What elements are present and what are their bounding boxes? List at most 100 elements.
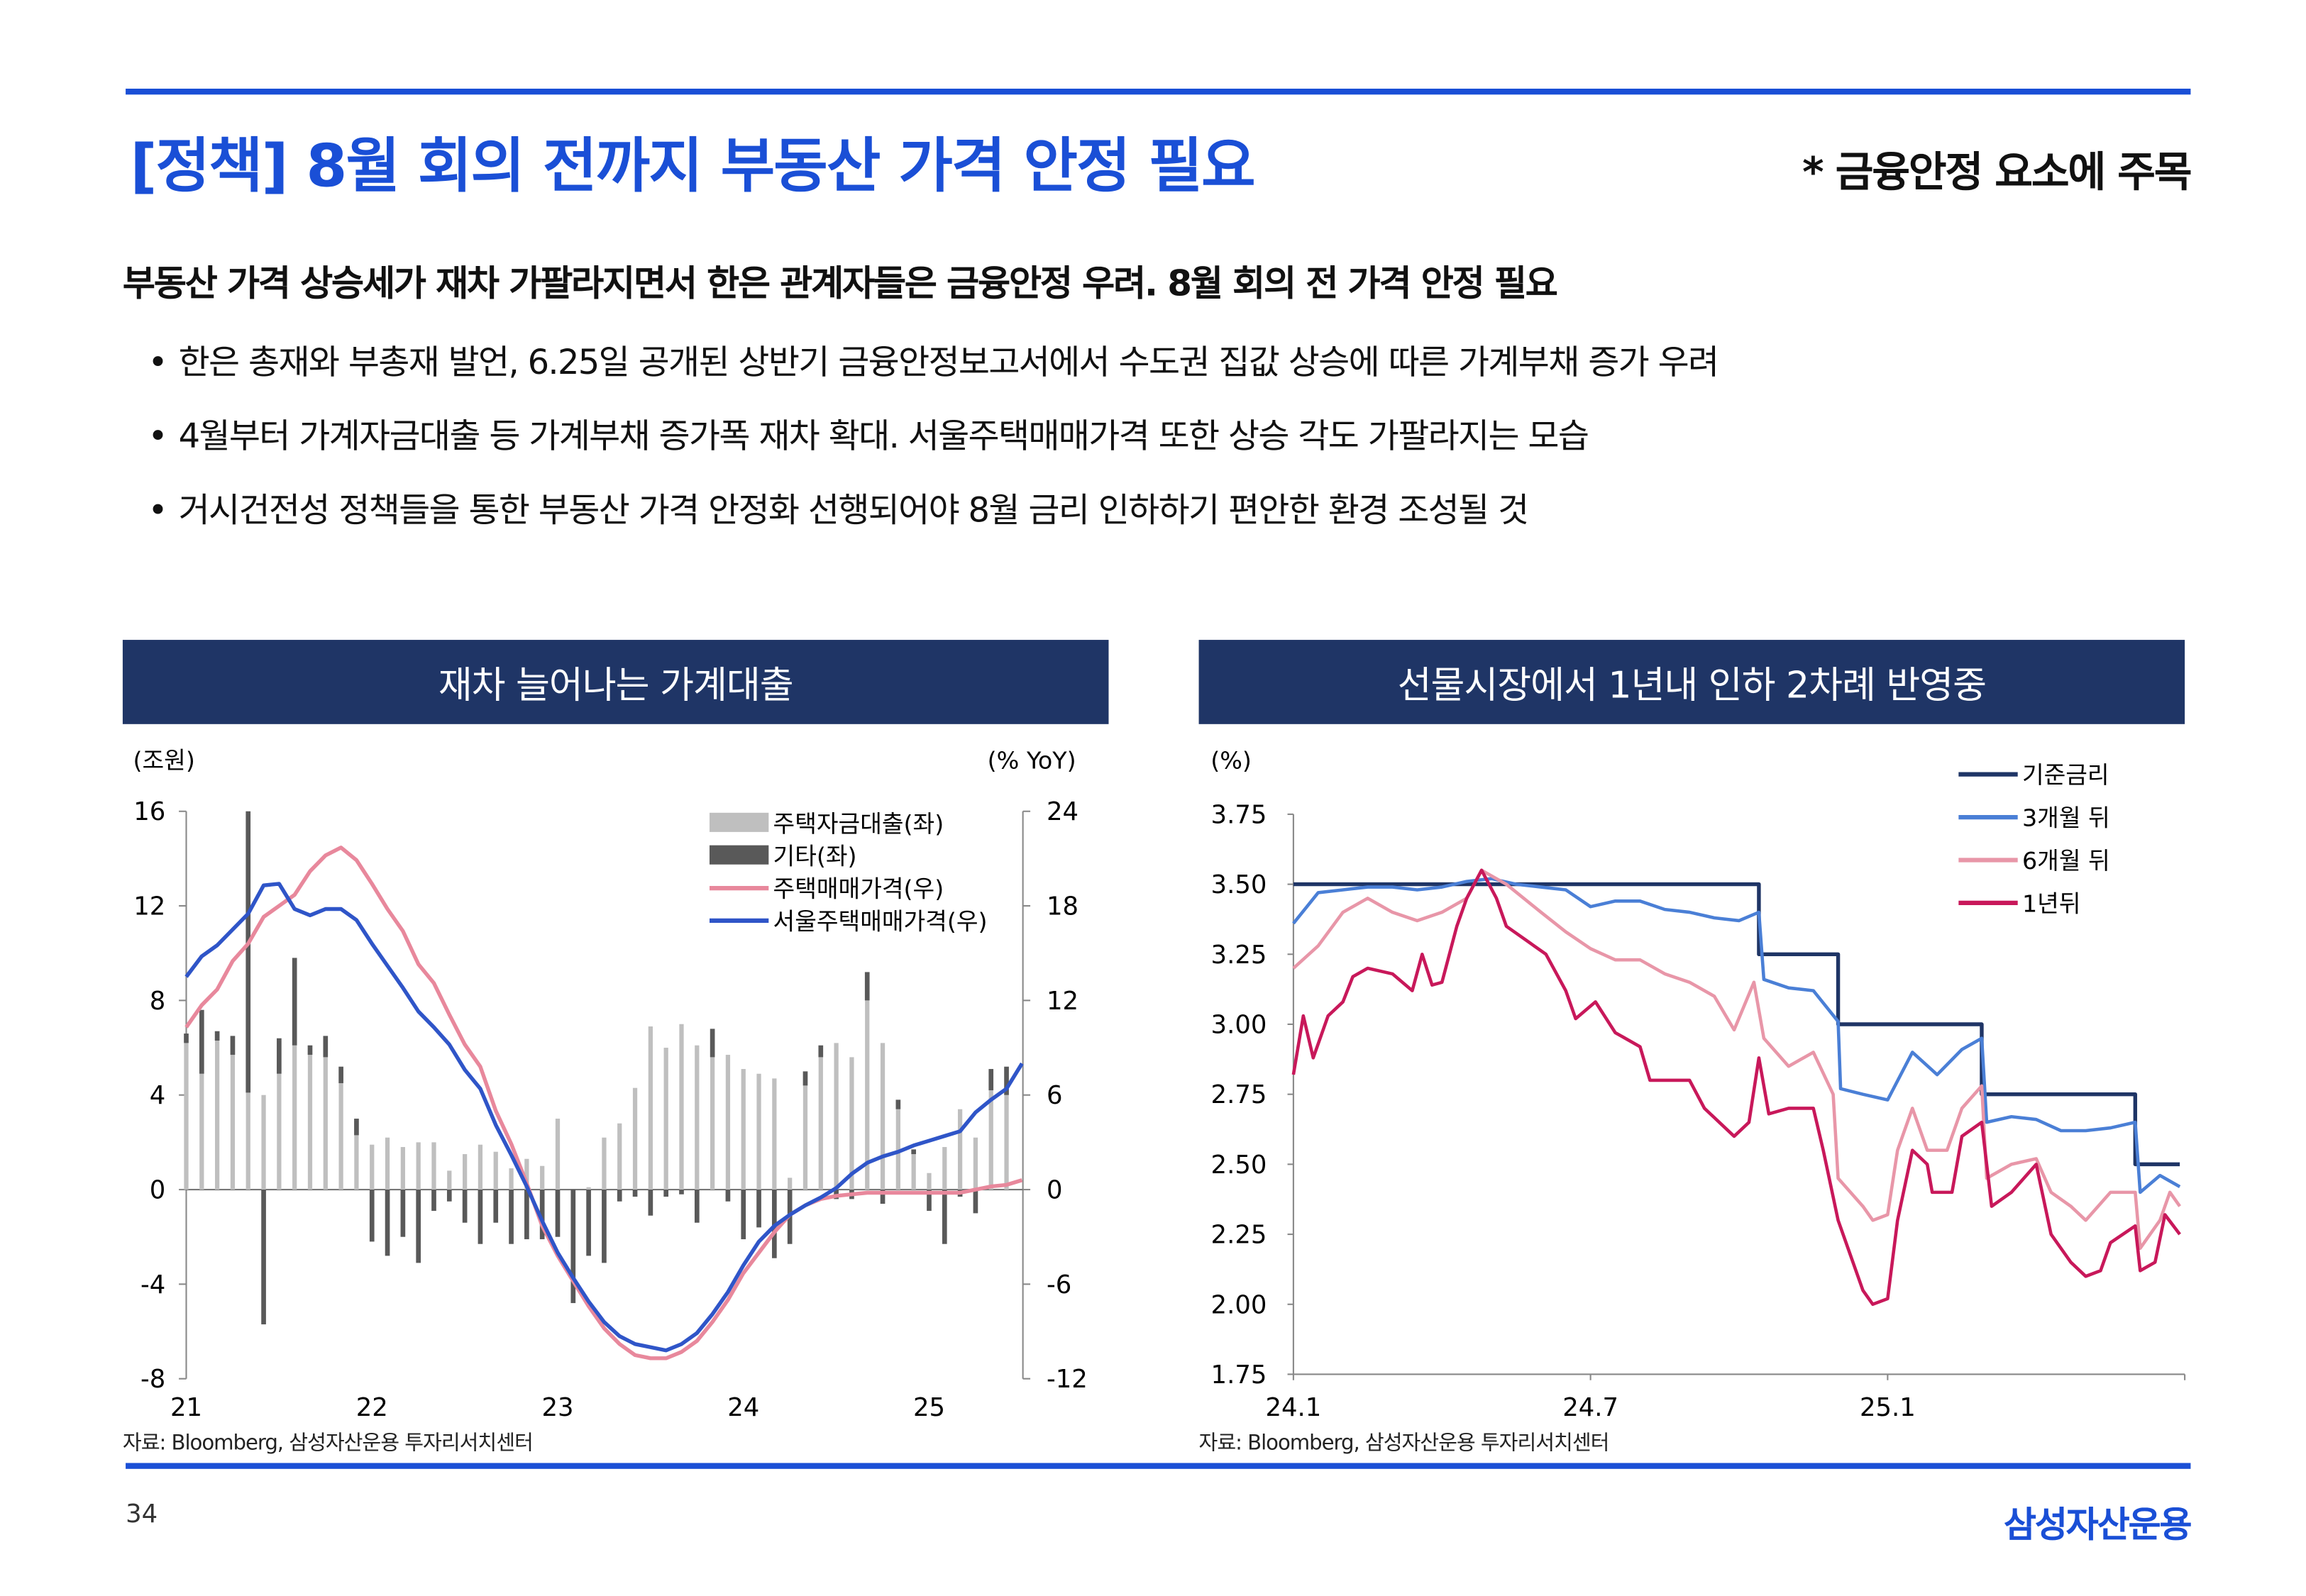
- housing-loan-bar: [370, 1144, 375, 1190]
- other-loan-bar: [385, 1190, 390, 1256]
- housing-loan-bar: [416, 1142, 421, 1190]
- housing-loan-bar: [214, 1041, 220, 1190]
- company-logo: 삼성자산운용: [2003, 1504, 2192, 1546]
- other-loan-bar: [493, 1190, 499, 1223]
- housing-loan-bar: [927, 1173, 932, 1190]
- legend-swatch: [709, 845, 769, 865]
- housing-loan-bar: [834, 1043, 839, 1190]
- housing-loan-bar: [277, 1073, 282, 1190]
- housing-loan-bar: [710, 1057, 715, 1190]
- other-loan-bar: [617, 1190, 622, 1202]
- left-chart-source: 자료: Bloomberg, 삼성자산운용 투자리서치센터: [122, 1431, 534, 1456]
- other-loan-bar: [864, 972, 870, 1001]
- housing-loan-bar: [261, 1095, 266, 1190]
- x-tick-label: 25: [913, 1393, 945, 1422]
- y-tick-label: 3.75: [1211, 800, 1267, 829]
- other-loan-bar: [446, 1190, 452, 1202]
- left-axis-unit: (조원): [133, 746, 194, 774]
- y-tick-label: 2.00: [1211, 1290, 1267, 1319]
- housing-loan-bar: [478, 1144, 483, 1190]
- housing-loan-bar: [184, 1043, 189, 1190]
- other-loan-bar: [416, 1190, 421, 1263]
- housing-loan-bar: [911, 1154, 916, 1190]
- other-loan-bar: [246, 811, 251, 1093]
- housing-loan-bar: [695, 1045, 700, 1190]
- housing-loan-bar: [586, 1187, 591, 1190]
- page-number: 34: [126, 1500, 158, 1530]
- series-line-2: [1292, 868, 2182, 1251]
- housing-loan-bar: [385, 1137, 390, 1190]
- housing-loan-bar: [540, 1165, 545, 1190]
- housing-loan-bar: [230, 1055, 236, 1190]
- housing-loan-bar: [1004, 1095, 1009, 1190]
- other-loan-bar: [741, 1190, 746, 1240]
- housing-loan-bar: [509, 1168, 514, 1190]
- left-tick-label: 4: [150, 1081, 166, 1110]
- housing-loan-bar: [493, 1151, 498, 1190]
- rate-futures-chart: (%) 3.75 3.50 3.25 3.00 2.75 2.50 2.25 2.00 1.75…: [1210, 746, 2186, 1422]
- legend-label: 기타(좌): [773, 843, 857, 870]
- other-loan-bar: [354, 1119, 359, 1136]
- y-tick-label: 3.25: [1211, 941, 1267, 970]
- housing-loan-bar: [199, 1073, 204, 1190]
- legend-swatch: [709, 812, 769, 832]
- housing-loan-bar: [725, 1055, 731, 1190]
- other-loan-bar: [570, 1190, 576, 1304]
- other-loan-bar: [586, 1190, 591, 1256]
- bullet-item: 4월부터 가계자금대출 등 가계부채 증가폭 재차 확대. 서울주택매매가격 또…: [148, 408, 1589, 458]
- housing-loan-bar: [973, 1137, 978, 1190]
- housing-loan-bar: [431, 1142, 436, 1190]
- x-tick-label: 23: [541, 1393, 573, 1422]
- legend-label: 3개월 뒤: [2022, 804, 2110, 832]
- housing-loan-bar: [741, 1069, 746, 1190]
- other-loan-bar: [927, 1190, 932, 1212]
- left-tick-label: -8: [140, 1365, 165, 1394]
- other-loan-bar: [973, 1190, 978, 1214]
- housing-loan-bar: [354, 1135, 359, 1190]
- housing-loan-bar: [400, 1147, 405, 1190]
- other-loan-bar: [277, 1038, 282, 1074]
- other-loan-bar: [725, 1190, 731, 1202]
- other-loan-bar: [539, 1190, 545, 1240]
- right-tick-label: 18: [1047, 892, 1078, 921]
- housing-loan-bar: [632, 1087, 638, 1190]
- other-loan-bar: [988, 1069, 994, 1091]
- series-line-1: [1292, 877, 2181, 1195]
- other-loan-bar: [400, 1190, 406, 1237]
- other-loan-bar: [679, 1190, 684, 1195]
- other-loan-bar: [431, 1190, 436, 1212]
- other-loan-bar: [555, 1190, 561, 1237]
- housing-loan-bar: [617, 1123, 622, 1190]
- housing-loan-bar: [895, 1109, 900, 1190]
- other-loan-bar: [710, 1029, 715, 1058]
- housing-loan-bar: [865, 1000, 870, 1190]
- other-loan-bar: [369, 1190, 375, 1242]
- other-loan-bar: [478, 1190, 483, 1244]
- other-loan-bar: [338, 1066, 343, 1084]
- legend-label: 주택자금대출(좌): [773, 810, 944, 838]
- right-axis-unit: (% YoY): [988, 746, 1076, 774]
- right-tick-label: 24: [1047, 797, 1078, 826]
- y-tick-label: 2.75: [1211, 1080, 1267, 1109]
- right-tick-label: 6: [1047, 1081, 1063, 1110]
- y-axis-unit: (%): [1210, 746, 1252, 774]
- household-loan-chart: (조원) (% YoY) 16 12 8 4 0 -4 -8 24 18 12 6 0 -6 -12 21 2…: [133, 746, 1087, 1422]
- legend-label: 서울주택매매가격(우): [773, 907, 988, 935]
- other-loan-bar: [184, 1033, 189, 1043]
- series-line-3: [1291, 868, 2181, 1307]
- legend-label: 주택매매가격(우): [773, 875, 944, 903]
- other-loan-bar: [199, 1009, 204, 1074]
- other-loan-bar: [818, 1045, 824, 1058]
- housing-loan-bar: [524, 1158, 529, 1190]
- housing-loan-bar: [307, 1055, 313, 1190]
- housing-loan-bar: [648, 1026, 653, 1190]
- housing-loan-bar: [942, 1147, 947, 1190]
- housing-loan-bar: [246, 1092, 250, 1190]
- x-tick-label: 22: [356, 1393, 388, 1422]
- other-loan-bar: [462, 1190, 468, 1223]
- housing-loan-bar: [988, 1090, 993, 1190]
- other-loan-bar: [632, 1190, 638, 1197]
- bullet-item: 한은 총재와 부총재 발언, 6.25일 공개된 상반기 금융안정보고서에서 수…: [148, 334, 1719, 384]
- housing-loan-bar: [802, 1085, 808, 1190]
